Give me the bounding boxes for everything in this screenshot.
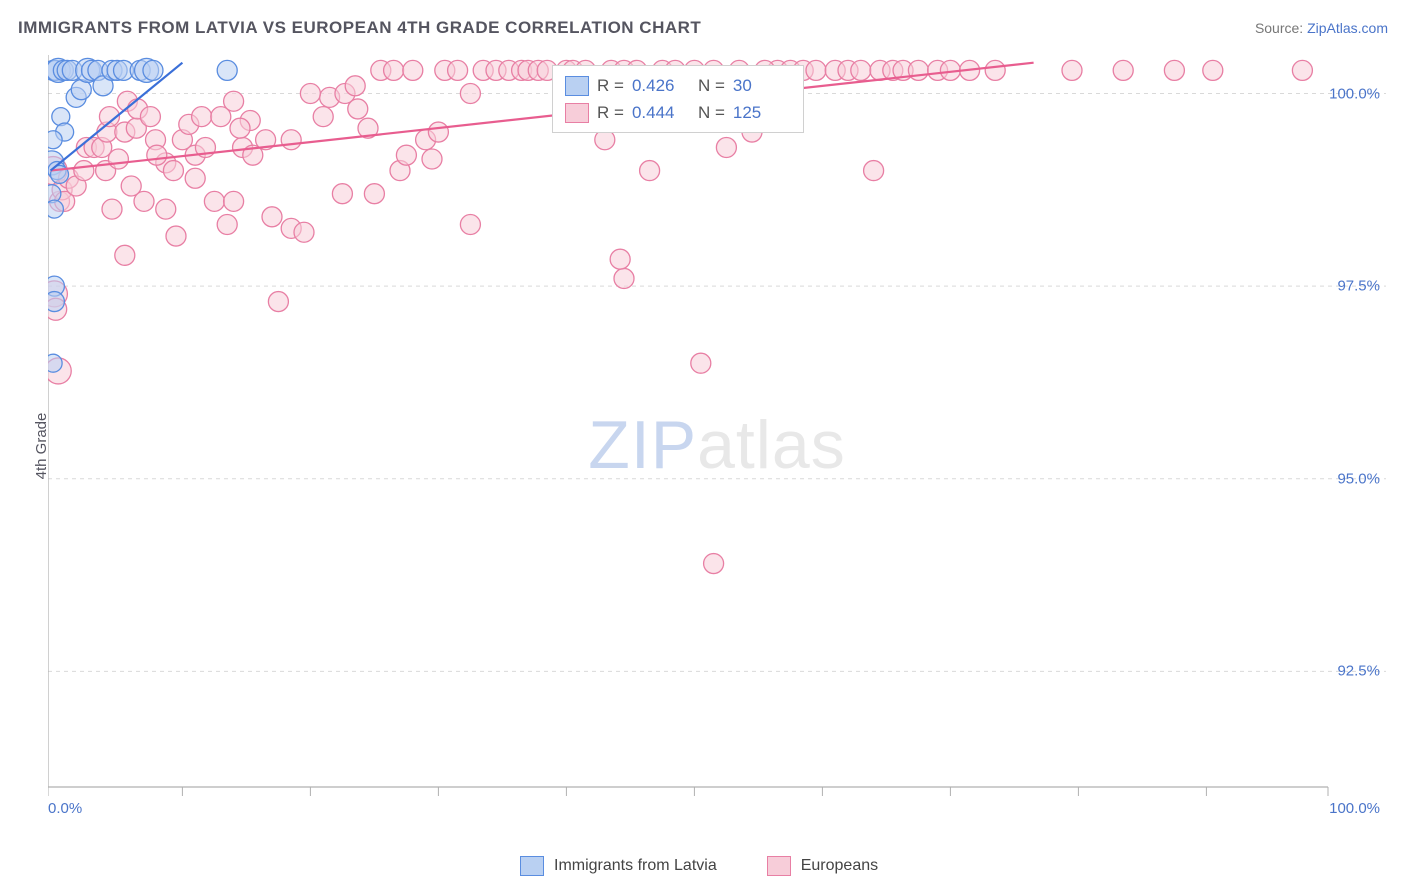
r-value-latvia: 0.426 xyxy=(632,72,690,99)
n-value-latvia: 30 xyxy=(733,72,791,99)
chart-svg xyxy=(48,55,1386,835)
legend-row-latvia: R = 0.426 N = 30 xyxy=(565,72,791,99)
legend-bottom: Immigrants from Latvia Europeans xyxy=(520,856,878,876)
chart-title: IMMIGRANTS FROM LATVIA VS EUROPEAN 4TH G… xyxy=(18,18,701,38)
r-value-european: 0.444 xyxy=(632,99,690,126)
swatch-european xyxy=(565,103,589,123)
y-tick-label: 95.0% xyxy=(1337,470,1380,487)
source-attribution: Source: ZipAtlas.com xyxy=(1255,20,1388,36)
y-tick-label: 92.5% xyxy=(1337,663,1380,680)
y-tick-label: 100.0% xyxy=(1329,85,1380,102)
source-label: Source: xyxy=(1255,20,1307,36)
swatch-latvia xyxy=(520,856,544,876)
source-value: ZipAtlas.com xyxy=(1307,20,1388,36)
n-value-european: 125 xyxy=(733,99,791,126)
scatter-plot: ZIPatlas 92.5%95.0%97.5%100.0%0.0%100.0% xyxy=(48,55,1386,835)
swatch-latvia xyxy=(565,76,589,96)
legend-stats-box: R = 0.426 N = 30 R = 0.444 N = 125 xyxy=(552,65,804,133)
swatch-european xyxy=(767,856,791,876)
n-label: N = xyxy=(698,72,725,99)
n-label: N = xyxy=(698,99,725,126)
x-tick-label: 100.0% xyxy=(1329,800,1380,817)
r-label: R = xyxy=(597,72,624,99)
legend-label-european: Europeans xyxy=(801,857,878,875)
y-tick-label: 97.5% xyxy=(1337,278,1380,295)
r-label: R = xyxy=(597,99,624,126)
x-tick-label: 0.0% xyxy=(48,800,82,817)
legend-row-european: R = 0.444 N = 125 xyxy=(565,99,791,126)
legend-label-latvia: Immigrants from Latvia xyxy=(554,857,717,875)
